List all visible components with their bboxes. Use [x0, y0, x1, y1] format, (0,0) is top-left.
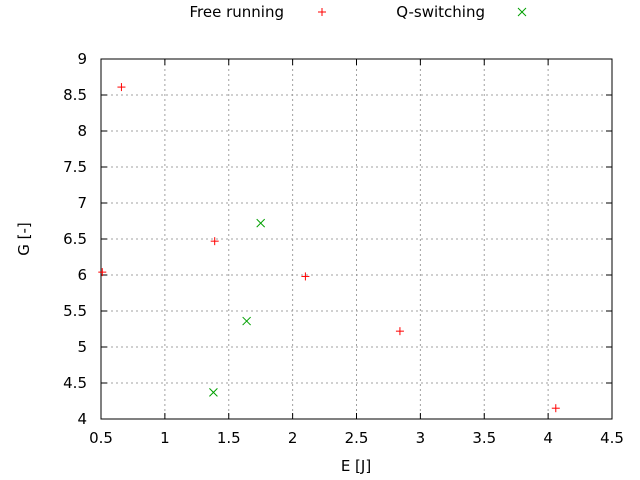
- x-tick-label: 1.5: [217, 429, 241, 447]
- marker-stroke: [242, 316, 251, 326]
- legend-label-q-switching: Q-switching: [396, 3, 485, 21]
- y-axis-label: G [-]: [15, 222, 33, 256]
- y-tick-label: 6.5: [63, 230, 87, 248]
- y-tick-label: 9: [77, 50, 87, 68]
- marker-stroke: [256, 218, 266, 228]
- y-tick-label: 4.5: [63, 374, 87, 392]
- data-point-free-running: [301, 272, 310, 281]
- y-tick-label: 5: [77, 338, 87, 356]
- data-point-q-switching: [256, 218, 266, 228]
- y-tick-label: 8: [77, 122, 87, 140]
- ticks: 0.5 1 1.5 2 2.5 3 3.5 4 4.5 4 4.5 5 5.5 6 6.5 7 7.5 8 8.5 9: [63, 50, 624, 447]
- x-tick-label: 4.5: [600, 429, 624, 447]
- legend-label-free-running: Free running: [190, 3, 284, 21]
- data-point-free-running: [117, 83, 126, 92]
- marker-stroke: [517, 7, 527, 17]
- x-tick-label: 2.5: [345, 429, 369, 447]
- y-tick-label: 6: [77, 266, 87, 284]
- x-tick-label: 3.5: [472, 429, 496, 447]
- legend: Free running Q-switching: [190, 3, 485, 21]
- x-tick-label: 3: [416, 429, 426, 447]
- x-tick-label: 1: [160, 429, 170, 447]
- data-point-q-switching: [209, 388, 218, 397]
- y-tick-label: 7.5: [63, 158, 87, 176]
- legend-marker-q-switching: [517, 7, 527, 17]
- marker-stroke: [209, 388, 218, 397]
- x-axis-label: E [J]: [341, 457, 371, 475]
- y-tick-label: 5.5: [63, 302, 87, 320]
- data-point-free-running: [395, 327, 404, 336]
- data-point-q-switching: [242, 316, 251, 326]
- x-tick-label: 2: [288, 429, 298, 447]
- legend-marker-free-running: [318, 8, 326, 16]
- data-point-free-running: [551, 404, 560, 413]
- data-point-free-running: [210, 237, 219, 246]
- x-tick-label: 0.5: [89, 429, 113, 447]
- y-tick-label: 4: [77, 410, 87, 428]
- x-tick-label: 4: [543, 429, 553, 447]
- y-tick-label: 8.5: [63, 86, 87, 104]
- data-point-free-running: [98, 268, 107, 277]
- grid: [101, 59, 612, 419]
- data-points: [98, 7, 560, 413]
- y-tick-label: 7: [77, 194, 87, 212]
